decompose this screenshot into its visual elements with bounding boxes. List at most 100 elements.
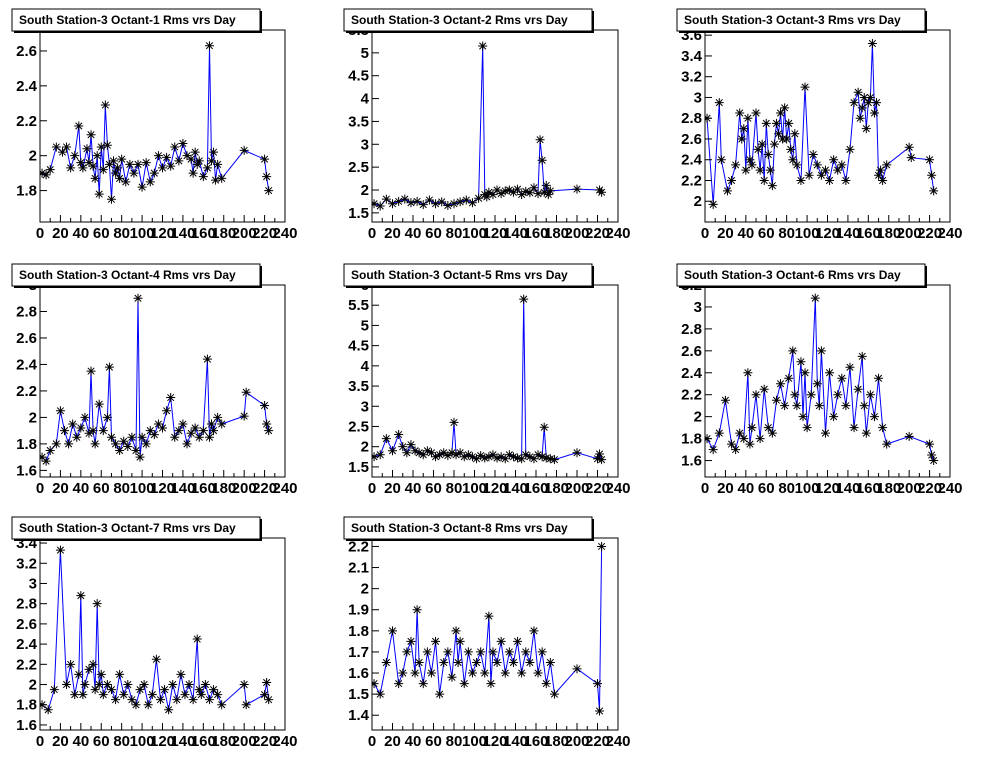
data-point bbox=[182, 439, 192, 449]
data-point bbox=[597, 187, 607, 197]
data-point bbox=[76, 423, 86, 433]
x-tick-label: 240 bbox=[272, 225, 297, 242]
y-tick-label: 3 bbox=[694, 299, 702, 316]
y-tick-label: 1.6 bbox=[16, 462, 37, 479]
x-tick-label: 160 bbox=[191, 733, 216, 750]
data-point bbox=[521, 186, 531, 196]
y-tick-label: 1.8 bbox=[16, 697, 37, 714]
x-tick-label: 80 bbox=[446, 733, 463, 750]
data-point bbox=[170, 142, 180, 152]
x-tick-label: 200 bbox=[897, 225, 922, 242]
data-point bbox=[488, 647, 498, 657]
data-point bbox=[66, 163, 76, 173]
data-point bbox=[94, 189, 104, 199]
x-tick-label: 220 bbox=[585, 225, 610, 242]
data-point bbox=[125, 159, 135, 169]
data-point bbox=[443, 451, 453, 461]
data-point bbox=[751, 390, 761, 400]
data-point bbox=[131, 700, 141, 710]
data-point bbox=[812, 160, 822, 170]
y-tick-label: 2 bbox=[29, 409, 37, 426]
x-tick-label: 20 bbox=[384, 225, 401, 242]
data-point bbox=[151, 654, 161, 664]
data-point bbox=[492, 453, 502, 463]
data-point bbox=[412, 196, 422, 206]
x-tick-label: 220 bbox=[252, 480, 277, 497]
data-point bbox=[455, 636, 465, 646]
data-point bbox=[504, 185, 514, 195]
data-point bbox=[820, 428, 830, 438]
x-tick-label: 100 bbox=[795, 225, 820, 242]
data-point bbox=[96, 669, 106, 679]
data-point bbox=[745, 155, 755, 165]
data-point bbox=[796, 357, 806, 367]
data-point bbox=[816, 346, 826, 356]
data-point bbox=[737, 134, 747, 144]
data-point bbox=[64, 439, 74, 449]
data-point bbox=[855, 113, 865, 123]
data-point bbox=[200, 680, 210, 690]
data-point bbox=[820, 165, 830, 175]
series-line bbox=[373, 45, 602, 207]
data-layer bbox=[705, 293, 939, 466]
data-point bbox=[784, 118, 794, 128]
x-tick-label: 0 bbox=[368, 225, 376, 242]
data-point bbox=[111, 695, 121, 705]
data-point bbox=[192, 159, 202, 169]
data-point bbox=[545, 657, 555, 667]
data-point bbox=[178, 419, 188, 429]
plot-frame bbox=[704, 284, 951, 478]
data-point bbox=[833, 390, 843, 400]
data-point bbox=[106, 194, 116, 204]
chart-title-box: South Station-3 Octant-4 Rms vrs Day bbox=[11, 263, 262, 288]
x-tick-label: 140 bbox=[503, 225, 528, 242]
data-point bbox=[394, 679, 404, 689]
data-point bbox=[131, 446, 141, 456]
chart-title: South Station-3 Octant-4 Rms vrs Day bbox=[19, 268, 236, 282]
data-point bbox=[117, 154, 127, 164]
data-point bbox=[825, 175, 835, 185]
data-point bbox=[106, 685, 116, 695]
data-point bbox=[790, 390, 800, 400]
data-point bbox=[180, 690, 190, 700]
data-point bbox=[788, 155, 798, 165]
data-point bbox=[755, 434, 765, 444]
data-point bbox=[869, 108, 879, 118]
x-tick-label: 0 bbox=[368, 733, 376, 750]
y-tick-label: 2.6 bbox=[681, 343, 702, 360]
data-point bbox=[867, 38, 877, 48]
y-tick-label: 2.2 bbox=[681, 387, 702, 404]
data-point bbox=[414, 657, 424, 667]
data-point bbox=[217, 419, 227, 429]
data-point bbox=[714, 98, 724, 108]
data-point bbox=[119, 436, 129, 446]
x-tick-label: 160 bbox=[523, 480, 548, 497]
data-point bbox=[845, 144, 855, 154]
data-point bbox=[533, 450, 543, 460]
data-point bbox=[593, 454, 602, 464]
data-point bbox=[410, 446, 420, 456]
y-tick-label: 3.4 bbox=[681, 48, 703, 65]
data-point bbox=[194, 685, 204, 695]
data-point bbox=[213, 159, 223, 169]
data-point bbox=[264, 695, 274, 705]
data-point bbox=[102, 412, 112, 422]
data-point bbox=[194, 156, 204, 166]
y-tick-label: 2.2 bbox=[16, 383, 37, 400]
data-point bbox=[731, 445, 741, 455]
x-tick-label: 120 bbox=[150, 225, 175, 242]
data-point bbox=[70, 151, 80, 161]
data-point bbox=[549, 689, 559, 699]
data-layer bbox=[705, 38, 939, 209]
data-point bbox=[406, 198, 416, 208]
data-point bbox=[549, 455, 559, 465]
y-tick-label: 2.2 bbox=[16, 656, 37, 673]
data-point bbox=[863, 98, 873, 108]
data-point bbox=[213, 412, 223, 422]
y-tick-label: 3 bbox=[29, 575, 37, 592]
data-point bbox=[865, 92, 875, 102]
data-point bbox=[260, 400, 270, 410]
data-point bbox=[414, 448, 424, 458]
